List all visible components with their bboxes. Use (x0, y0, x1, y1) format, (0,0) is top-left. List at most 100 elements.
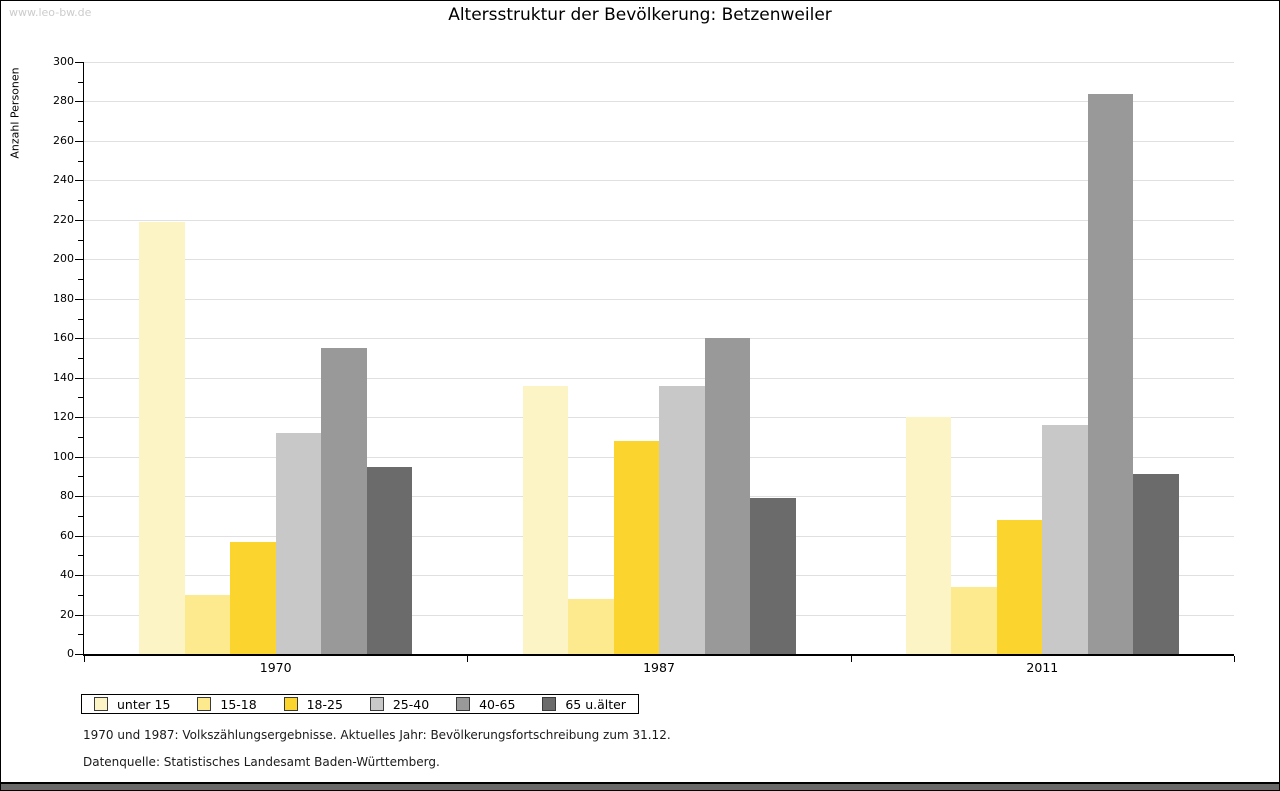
y-tick-label: 140 (53, 370, 74, 384)
x-tick (84, 656, 85, 662)
bar-1970-15-18 (184, 594, 231, 654)
bar-1970-65ulter (366, 466, 413, 654)
bar-2011-65ulter (1133, 474, 1179, 654)
y-minor-tick (78, 239, 83, 241)
gridline (84, 338, 1234, 340)
y-tick-label: 120 (53, 410, 74, 424)
x-tick (1234, 656, 1235, 662)
bar-2011-40-65 (1087, 93, 1134, 654)
y-tick-label: 160 (53, 331, 74, 345)
y-tick-label: 100 (53, 449, 74, 463)
y-major-tick (75, 654, 83, 655)
y-major-tick (75, 180, 83, 182)
bar-1970-25-40 (275, 433, 322, 654)
y-major-tick (75, 298, 83, 300)
y-minor-tick (78, 121, 83, 123)
legend-label: unter 15 (117, 696, 171, 712)
bar-1987-25-40 (659, 385, 705, 654)
y-major-tick (75, 535, 83, 537)
y-major-tick (75, 259, 83, 261)
y-minor-tick (78, 358, 83, 359)
y-major-tick (75, 377, 83, 379)
y-minor-tick (78, 594, 83, 596)
legend-entry: 25-40 (369, 696, 430, 712)
gridline (84, 377, 1234, 379)
bar-1970-unter15 (139, 221, 185, 654)
legend-swatch-icon (283, 697, 298, 711)
y-minor-tick (78, 397, 83, 399)
y-major-tick (75, 614, 83, 616)
y-major-tick (75, 417, 83, 419)
y-tick-label: 180 (53, 291, 74, 305)
y-minor-tick (78, 555, 83, 557)
gridline (84, 140, 1234, 142)
y-minor-tick (78, 279, 83, 281)
legend-label: 40-65 (479, 696, 516, 712)
legend-label: 15-18 (220, 696, 257, 712)
gridline (84, 180, 1234, 182)
bar-2011-unter15 (905, 417, 952, 654)
legend-label: 18-25 (306, 696, 343, 712)
bar-2011-15-18 (951, 586, 997, 654)
bar-1987-18-25 (613, 440, 659, 654)
y-tick-label: 0 (67, 647, 74, 660)
y-major-tick (75, 219, 83, 221)
legend-entry: 18-25 (283, 696, 343, 712)
bar-2011-18-25 (996, 519, 1043, 654)
legend-swatch-icon (197, 697, 212, 711)
gridline (84, 101, 1234, 103)
y-minor-tick (78, 476, 83, 478)
y-tick-label: 300 (53, 55, 74, 68)
x-category-label: 1970 (259, 660, 292, 675)
footer-bar (1, 782, 1279, 790)
legend-swatch-icon (94, 697, 108, 711)
y-minor-tick (78, 81, 83, 83)
y-major-tick (75, 496, 83, 498)
y-tick-label: 20 (60, 607, 74, 621)
legend-swatch-icon (542, 697, 557, 711)
bar-1987-65ulter (750, 498, 796, 654)
legend: unter 15 15-18 18-25 25-40 40-65 65 u.älter (81, 694, 639, 714)
legend-label: 25-40 (392, 696, 430, 712)
y-major-tick (75, 62, 83, 63)
bar-1987-15-18 (568, 598, 614, 654)
chart-title: Altersstruktur der Bevölkerung: Betzenwe… (448, 5, 832, 25)
y-axis-label: Anzahl Personen (8, 67, 22, 159)
y-tick-label: 80 (60, 489, 74, 503)
y-major-tick (75, 140, 83, 142)
y-minor-tick (78, 160, 83, 162)
bar-1970-40-65 (321, 348, 367, 654)
legend-swatch-icon (369, 697, 384, 711)
watermark: www.leo-bw.de (9, 6, 92, 19)
bar-2011-25-40 (1042, 425, 1088, 654)
legend-label: 65 u.älter (565, 696, 626, 712)
gridline (84, 219, 1234, 221)
y-tick-label: 240 (53, 173, 74, 187)
legend-entry: 40-65 (456, 697, 515, 712)
x-tick (850, 656, 852, 662)
y-major-tick (75, 101, 83, 103)
bar-1987-unter15 (522, 385, 568, 654)
x-tick (467, 656, 469, 662)
legend-entry: 15-18 (197, 696, 257, 712)
footnote-datasource: Datenquelle: Statistisches Landesamt Bad… (83, 755, 440, 769)
y-tick-label: 60 (60, 528, 74, 542)
plot-area: 0 20 40 60 80 100 120 140 160 180 200 220 240 260 280 3… (53, 55, 1235, 675)
gridline (84, 298, 1234, 300)
y-tick-label: 260 (53, 133, 74, 147)
gridline (84, 62, 1234, 63)
gridline (84, 259, 1234, 261)
y-minor-tick (78, 200, 83, 202)
legend-entry: 65 u.älter (542, 697, 626, 712)
x-category-label: 1987 (643, 660, 675, 675)
bar-1970-18-25 (230, 541, 276, 654)
legend-entry: unter 15 (94, 697, 170, 712)
y-major-tick (75, 456, 83, 458)
bar-1987-40-65 (704, 338, 750, 654)
y-minor-tick (78, 436, 83, 438)
y-minor-tick (78, 515, 83, 517)
y-tick-label: 200 (53, 252, 74, 266)
y-minor-tick (78, 318, 83, 320)
y-tick-label: 220 (53, 212, 74, 226)
